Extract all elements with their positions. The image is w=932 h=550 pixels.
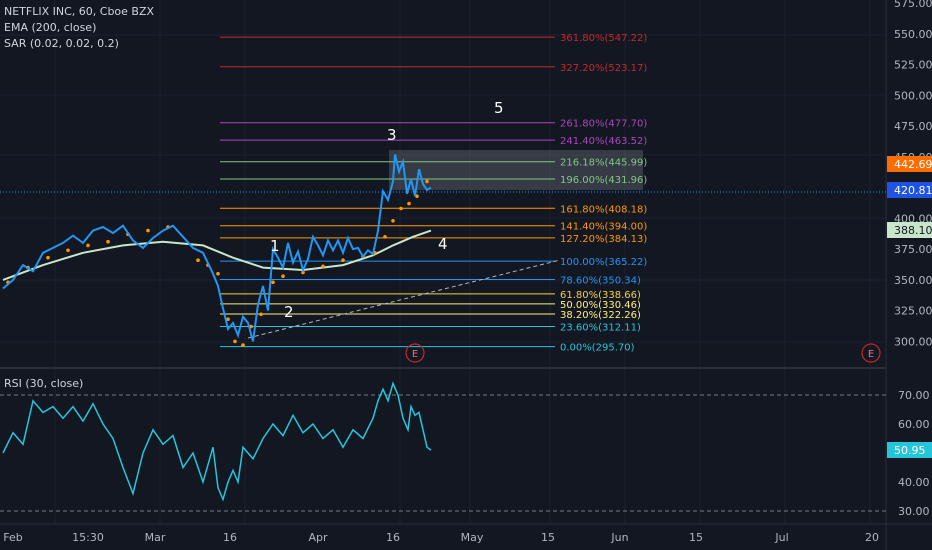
sar-dot — [259, 312, 263, 317]
svg-text:420.81: 420.81 — [894, 184, 932, 197]
sar-dot — [241, 343, 245, 347]
sar-dot — [216, 271, 220, 276]
rsi-line — [2, 381, 432, 502]
svg-text:442.69: 442.69 — [894, 158, 932, 171]
fib-level-label: 78.60%(350.34) — [560, 275, 641, 286]
price-badge-green: 388.10 — [887, 222, 932, 238]
svg-text:50.95: 50.95 — [894, 444, 926, 457]
sar-dot — [226, 317, 230, 322]
time-axis[interactable]: Feb 15:30 Mar 16 Apr 16 May 15 Jun 15 Jul 20 — [3, 531, 879, 544]
price-tick-label: 550.00 — [894, 28, 932, 41]
svg-text:E: E — [868, 349, 874, 360]
price-tick-label: 325.00 — [894, 305, 932, 318]
sar-dot — [46, 255, 50, 260]
wave-label-3: 3 — [387, 126, 397, 144]
price-axis[interactable]: 575.00550.00525.00500.00475.00450.00425.… — [894, 0, 932, 348]
price-tick-label: 575.00 — [894, 0, 932, 10]
wave-label-5: 5 — [494, 99, 504, 117]
time-tick-label: Feb — [3, 531, 22, 544]
fib-level-label: 361.80%(547.22) — [560, 33, 647, 44]
svg-text:388.10: 388.10 — [894, 224, 932, 237]
price-badge-orange: 442.69 — [887, 156, 932, 172]
sar-dot — [407, 201, 411, 206]
wave-label-2: 2 — [284, 303, 294, 321]
time-tick-label: 20 — [865, 531, 879, 544]
consolidation-box[interactable] — [389, 150, 643, 190]
fib-level-label: 196.00%(431.96) — [560, 175, 647, 186]
time-tick-label: May — [461, 531, 484, 544]
time-tick-label: 16 — [386, 531, 400, 544]
ema-line — [2, 229, 432, 281]
fib-level-label: 0.00%(295.70) — [560, 343, 635, 354]
price-tick-label: 525.00 — [894, 59, 932, 72]
fib-level-label: 100.00%(365.22) — [560, 257, 647, 268]
sar-legend[interactable]: SAR (0.02, 0.02, 0.2) — [4, 37, 119, 50]
fibonacci-extension[interactable]: 361.80%(547.22) 327.20%(523.17) 261.80%(47… — [220, 33, 647, 354]
time-tick-label: Apr — [308, 531, 328, 544]
wave-label-1: 1 — [270, 237, 280, 255]
price-tick-label: 500.00 — [894, 89, 932, 102]
sar-dot — [146, 228, 150, 233]
sar-dot — [383, 235, 387, 239]
sar-dot — [341, 258, 345, 263]
price-tick-label: 350.00 — [894, 274, 932, 287]
sar-dots — [6, 179, 429, 347]
time-tick-label: 15:30 — [72, 531, 104, 544]
sar-dot — [271, 280, 275, 285]
rsi-value-badge: 50.95 — [887, 442, 932, 458]
rsi-label[interactable]: RSI (30, close) — [4, 377, 84, 390]
sar-dot — [425, 179, 429, 184]
sar-dot — [196, 258, 200, 263]
price-tick-label: 300.00 — [894, 335, 932, 348]
sar-dot — [391, 219, 395, 223]
ema-legend[interactable]: EMA (200, close) — [4, 21, 97, 34]
time-tick-label: 15 — [689, 531, 703, 544]
sar-dot — [281, 274, 285, 279]
price-tick-label: 475.00 — [894, 120, 932, 133]
sar-dot — [86, 243, 90, 248]
chart-legend[interactable]: NETFLIX INC, 60, Cboe BZX EMA (200, clos… — [4, 4, 154, 52]
fib-level-label: 241.40%(463.52) — [560, 136, 647, 147]
earnings-marker[interactable]: E — [861, 343, 881, 363]
time-tick-label: Jul — [774, 531, 788, 544]
fib-level-label: 327.20%(523.17) — [560, 63, 647, 74]
fib-level-label: 38.20%(322.26) — [560, 310, 641, 321]
sar-dot — [399, 206, 403, 211]
fib-level-label: 50.00%(330.46) — [560, 300, 641, 311]
fib-level-label: 127.20%(384.13) — [560, 234, 647, 245]
price-tick-label: 375.00 — [894, 243, 932, 256]
fib-level-label: 141.40%(394.00) — [560, 222, 647, 233]
sar-dot — [301, 270, 305, 275]
time-tick-label: 15 — [541, 531, 555, 544]
fib-level-label: 23.60%(312.11) — [560, 322, 641, 333]
rsi-tick-label: 30.00 — [898, 505, 930, 518]
fib-level-label: 261.80%(477.70) — [560, 119, 647, 130]
fib-level-label: 61.80%(338.66) — [560, 290, 641, 301]
wave-label-4: 4 — [438, 235, 448, 253]
time-tick-label: 16 — [223, 531, 237, 544]
sar-dot — [321, 264, 325, 269]
gridlines — [0, 0, 886, 524]
time-tick-label: Mar — [145, 531, 166, 544]
fib-level-label: 216.18%(445.99) — [560, 158, 647, 169]
sar-dot — [106, 239, 110, 244]
rsi-tick-label: 40.00 — [898, 476, 930, 489]
rsi-tick-label: 60.00 — [898, 418, 930, 431]
price-badge-blue: 420.81 — [887, 182, 932, 198]
rsi-tick-label: 70.00 — [898, 389, 930, 402]
price-line — [2, 154, 432, 342]
sar-dot — [233, 339, 237, 344]
sar-dot — [66, 248, 70, 253]
rsi-legend[interactable]: RSI (30, close) — [4, 376, 83, 392]
svg-text:E: E — [412, 349, 418, 360]
fib-level-label: 161.80%(408.18) — [560, 204, 647, 215]
symbol-title[interactable]: NETFLIX INC, 60, Cboe BZX — [4, 5, 155, 18]
trend-line[interactable] — [247, 259, 561, 339]
time-tick-label: Jun — [610, 531, 628, 544]
earnings-marker[interactable]: E — [405, 343, 425, 363]
